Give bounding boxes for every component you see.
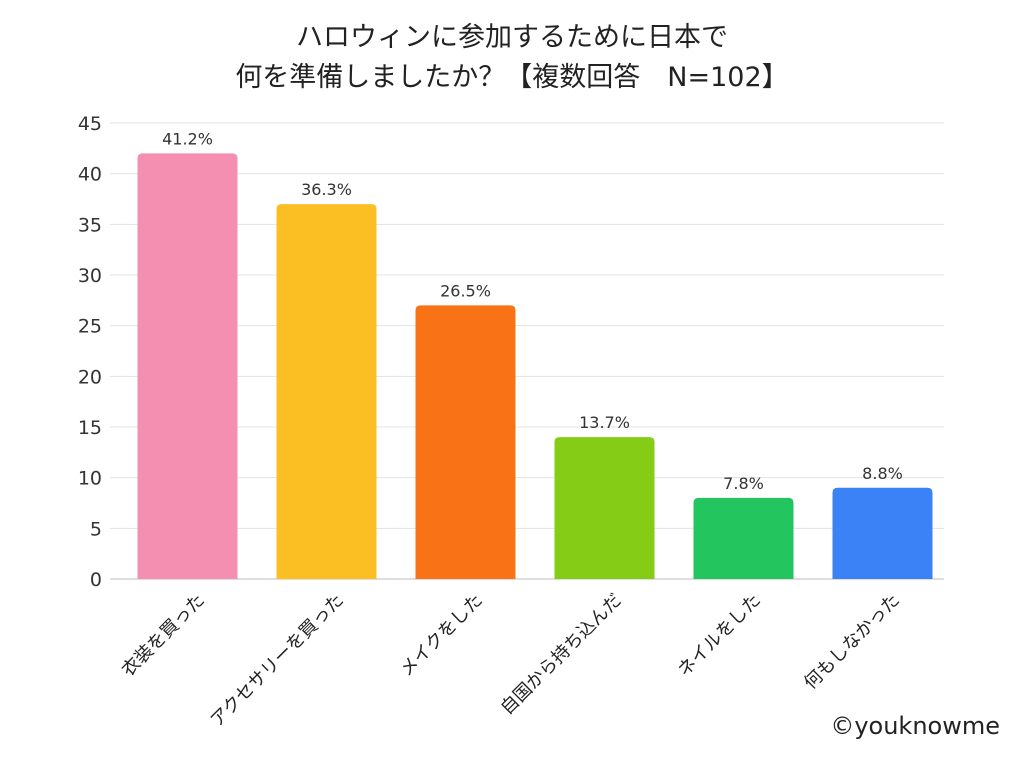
x-tick-label: 何もしなかった (800, 590, 904, 694)
y-tick-label: 15 (78, 417, 102, 439)
bar (832, 487, 933, 579)
x-tick-label: 衣装を買った (118, 590, 209, 681)
y-tick-label: 10 (78, 468, 102, 490)
chart-title: ハロウィンに参加するために日本で 何を準備しましたか？【複数回答 N=102】 (0, 18, 1024, 98)
bar (693, 497, 794, 579)
y-tick-label: 30 (78, 265, 102, 287)
copyright-credit: ©youknowme (830, 712, 1000, 740)
data-label: 41.2% (162, 129, 213, 148)
chart-title-line-1: ハロウィンに参加するために日本で (296, 22, 728, 53)
y-tick-label: 40 (78, 164, 102, 186)
x-tick-label: ネイルをした (674, 590, 765, 681)
x-tick-label: アクセサリーを買った (207, 590, 348, 731)
y-tick-label: 35 (78, 214, 102, 236)
data-label: 13.7% (579, 413, 630, 432)
y-tick-label: 0 (90, 569, 102, 591)
chart-title-line-2: 何を準備しましたか？【複数回答 N=102】 (235, 62, 789, 93)
x-tick-label: メイクをした (396, 590, 487, 681)
y-tick-label: 5 (90, 518, 102, 540)
data-label: 26.5% (440, 281, 491, 300)
y-tick-label: 45 (78, 113, 102, 135)
data-label: 7.8% (723, 474, 764, 493)
data-label: 36.3% (301, 180, 352, 199)
bar (137, 153, 238, 579)
bar (554, 437, 655, 579)
bar (276, 204, 377, 580)
y-tick-label: 20 (78, 366, 102, 388)
bar (415, 305, 516, 579)
x-tick-label: 自国から持ち込んだ (497, 590, 626, 719)
data-label: 8.8% (862, 464, 903, 483)
y-tick-label: 25 (78, 316, 102, 338)
